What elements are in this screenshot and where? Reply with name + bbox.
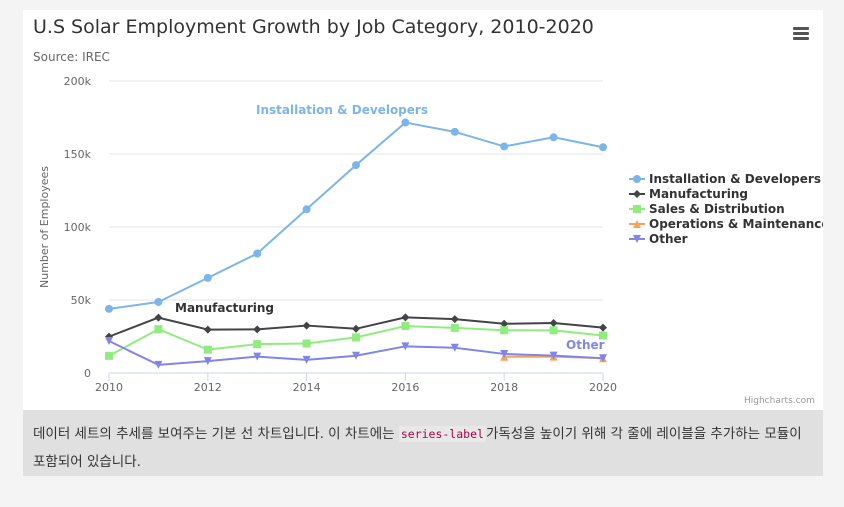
data-point xyxy=(154,313,163,322)
x-tick-label: 2020 xyxy=(589,381,617,394)
data-point xyxy=(302,355,311,364)
x-tick-label: 2014 xyxy=(293,381,321,394)
x-tick-label: 2018 xyxy=(490,381,518,394)
legend-item[interactable]: Other xyxy=(649,232,688,246)
data-point xyxy=(450,323,459,332)
x-tick-label: 2012 xyxy=(194,381,222,394)
x-tick-label: 2010 xyxy=(95,381,123,394)
data-point xyxy=(352,351,360,360)
chart-container: 0 50k 100k 150k 200k 2010 2012 2014 2016 2018 2020… xyxy=(23,10,823,410)
data-point xyxy=(203,345,212,354)
data-point xyxy=(549,319,558,328)
data-point xyxy=(154,325,163,334)
chart-subtitle: Source: IREC xyxy=(33,50,110,64)
caption-text-after: 가독성을 높이기 위해 각 줄에 레이블을 추가하는 모듈이 포함되어 있습니다… xyxy=(33,426,802,470)
chart-svg: 0 50k 100k 150k 200k 2010 2012 2014 2016 2018 2020… xyxy=(38,75,823,394)
chart-title: U.S Solar Employment Growth by Job Categ… xyxy=(33,16,594,38)
data-point xyxy=(401,342,410,351)
data-point xyxy=(401,118,410,127)
data-point xyxy=(500,319,509,328)
data-point xyxy=(500,142,509,151)
data-point xyxy=(450,315,459,324)
x-tick-label: 2016 xyxy=(391,381,419,394)
data-point xyxy=(401,322,410,331)
data-point xyxy=(549,351,558,360)
legend-marker xyxy=(633,235,641,243)
data-point xyxy=(154,297,163,306)
data-point xyxy=(450,127,459,136)
caption-text: 데이터 세트의 추세를 보여주는 기본 선 차트입니다. 이 차트에는 seri… xyxy=(33,420,813,476)
data-point xyxy=(253,249,262,258)
series-label: Other xyxy=(566,338,605,352)
legend-item[interactable]: Manufacturing xyxy=(649,187,748,201)
legend-marker xyxy=(633,205,641,213)
series-line xyxy=(108,121,604,310)
y-tick-label: 0 xyxy=(84,367,91,380)
hamburger-menu-icon[interactable] xyxy=(785,21,817,47)
y-tick-label: 50k xyxy=(71,294,92,307)
data-point xyxy=(253,340,262,349)
data-point xyxy=(500,349,509,358)
y-axis-title: Number of Employees xyxy=(38,166,51,288)
chart-caption: 데이터 세트의 추세를 보여주는 기본 선 차트입니다. 이 차트에는 seri… xyxy=(23,410,823,476)
data-point xyxy=(352,333,360,342)
caption-text-before: 데이터 세트의 추세를 보여주는 기본 선 차트입니다. 이 차트에는 xyxy=(33,426,399,442)
data-point xyxy=(105,351,113,360)
data-point xyxy=(599,143,607,152)
legend-marker xyxy=(633,190,641,198)
data-point xyxy=(203,325,212,334)
data-point xyxy=(203,357,212,366)
data-point xyxy=(302,205,311,214)
data-point xyxy=(500,326,509,335)
caption-code: series-label xyxy=(398,426,486,442)
data-point xyxy=(352,324,360,333)
legend-marker xyxy=(633,175,641,183)
data-point xyxy=(352,161,360,170)
legend-item[interactable]: Sales & Distribution xyxy=(649,202,785,216)
legend-marker xyxy=(633,220,641,228)
data-point xyxy=(203,273,212,282)
data-point xyxy=(599,354,607,363)
data-point xyxy=(105,304,113,313)
data-point xyxy=(549,133,558,142)
data-point xyxy=(302,321,311,330)
series-label: Installation & Developers xyxy=(256,103,428,117)
data-point xyxy=(599,331,607,340)
legend-item[interactable]: Operations & Maintenance xyxy=(649,217,823,231)
y-tick-label: 150k xyxy=(64,148,92,161)
y-tick-label: 100k xyxy=(64,221,92,234)
credits-link[interactable]: Highcharts.com xyxy=(744,396,815,406)
data-point xyxy=(253,325,262,334)
data-point xyxy=(253,352,262,361)
data-point xyxy=(401,313,410,322)
data-point xyxy=(599,323,607,332)
legend-item[interactable]: Installation & Developers xyxy=(649,172,821,186)
data-point xyxy=(154,360,163,369)
data-point xyxy=(105,337,113,346)
series-label: Manufacturing xyxy=(175,301,274,315)
y-tick-label: 200k xyxy=(64,75,92,88)
data-point xyxy=(302,339,311,348)
data-point xyxy=(549,326,558,335)
data-point xyxy=(450,343,459,352)
